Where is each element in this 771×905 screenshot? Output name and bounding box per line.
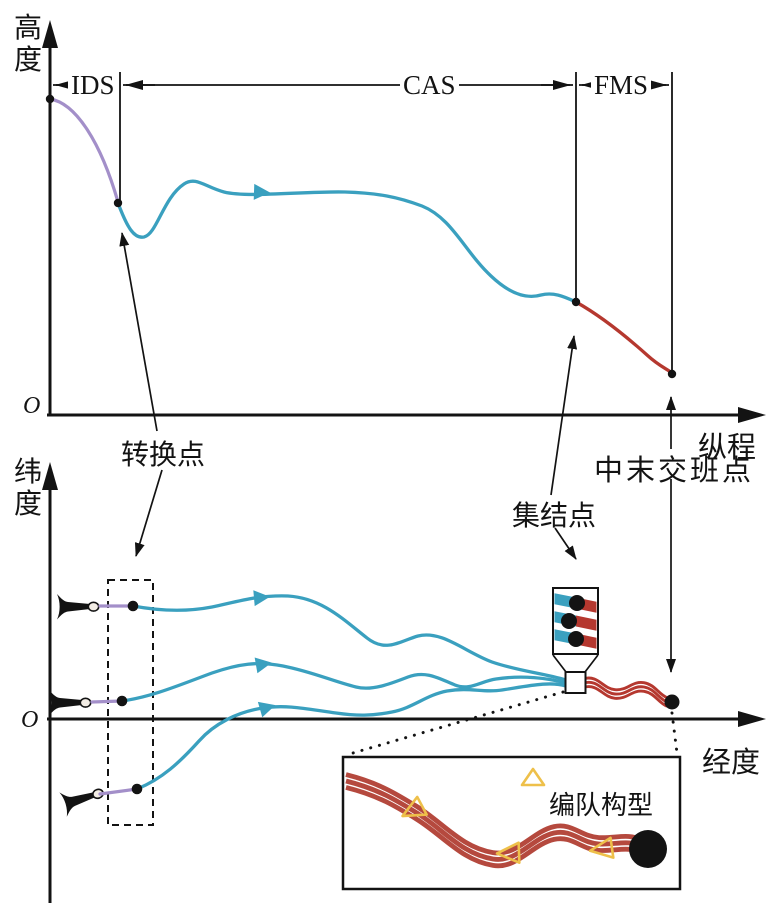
top-y-axis-arrow-icon (42, 20, 58, 48)
aircraft-icon (56, 593, 100, 621)
phase-label-fms: FMS (591, 70, 652, 101)
annotation-arrows (119, 232, 676, 673)
aircraft-icon (58, 779, 108, 818)
top-y-axis-label: 高度 (14, 13, 43, 76)
funnel-neck (564, 671, 587, 694)
aircraft-icon (48, 689, 92, 717)
transition-dot-1 (127, 600, 139, 612)
transition-point-arrow-up (119, 232, 158, 432)
transition-dot-2 (116, 695, 128, 707)
formation-legend-triangle-icon (520, 767, 546, 787)
rendezvous-funnel-icon (552, 587, 599, 673)
top-x-axis-label: 纵程 (698, 432, 757, 464)
phase-label-ids: IDS (68, 70, 118, 101)
bottom-y-axis-arrow-icon (42, 462, 58, 490)
formation-inset-box (341, 755, 682, 891)
bottom-origin-label: O (21, 707, 39, 733)
formation-triangle-icon (495, 841, 521, 864)
transition-waypoint-dot (113, 198, 123, 208)
altitude-ids-segment (48, 97, 120, 204)
bottom-panel (42, 462, 766, 903)
handover-point-label: 中末交班点 (594, 455, 755, 487)
funnel-stripes (554, 593, 597, 649)
altitude-cas-segment (116, 179, 578, 304)
trajectory-cas-3 (135, 682, 568, 791)
transition-point-label: 转换点 (121, 440, 206, 471)
direction-arrow-icon (253, 590, 270, 607)
inset-callout-line-left (344, 690, 565, 757)
inset-target-dot (629, 830, 667, 868)
formation-bundle (583, 676, 668, 708)
transition-point-arrow-down (134, 469, 163, 557)
trajectory-ids-3 (98, 787, 139, 796)
bottom-x-axis-label: 经度 (702, 747, 761, 779)
bottom-x-axis-arrow-icon (738, 711, 766, 727)
formation-triangle-icon (588, 836, 615, 859)
top-x-axis-arrow-icon (738, 407, 766, 423)
rendezvous-point-arrow-up (550, 335, 578, 496)
rendezvous-waypoint-dot (571, 297, 581, 307)
rendezvous-point-label: 集结点 (512, 501, 597, 532)
trajectory-cas-2 (120, 661, 568, 703)
handover-waypoint-dot (667, 369, 677, 379)
bottom-y-axis-label: 纬度 (14, 457, 43, 520)
handover-dot (664, 694, 680, 710)
top-origin-label: O (23, 393, 41, 419)
formation-configuration-label: 编队构型 (549, 791, 654, 820)
altitude-fms-segment (574, 300, 674, 375)
launch-waypoint-dot (45, 94, 55, 104)
rendezvous-point-arrow-down (554, 527, 577, 560)
direction-arrow-icon (254, 657, 272, 674)
direction-arrow-icon (253, 183, 270, 200)
direction-arrow-icon (257, 701, 276, 718)
phase-label-cas: CAS (400, 70, 459, 101)
transition-dot-3 (131, 783, 143, 795)
formation-triangle-icon (401, 795, 428, 818)
trajectory-cas-1 (131, 594, 568, 682)
